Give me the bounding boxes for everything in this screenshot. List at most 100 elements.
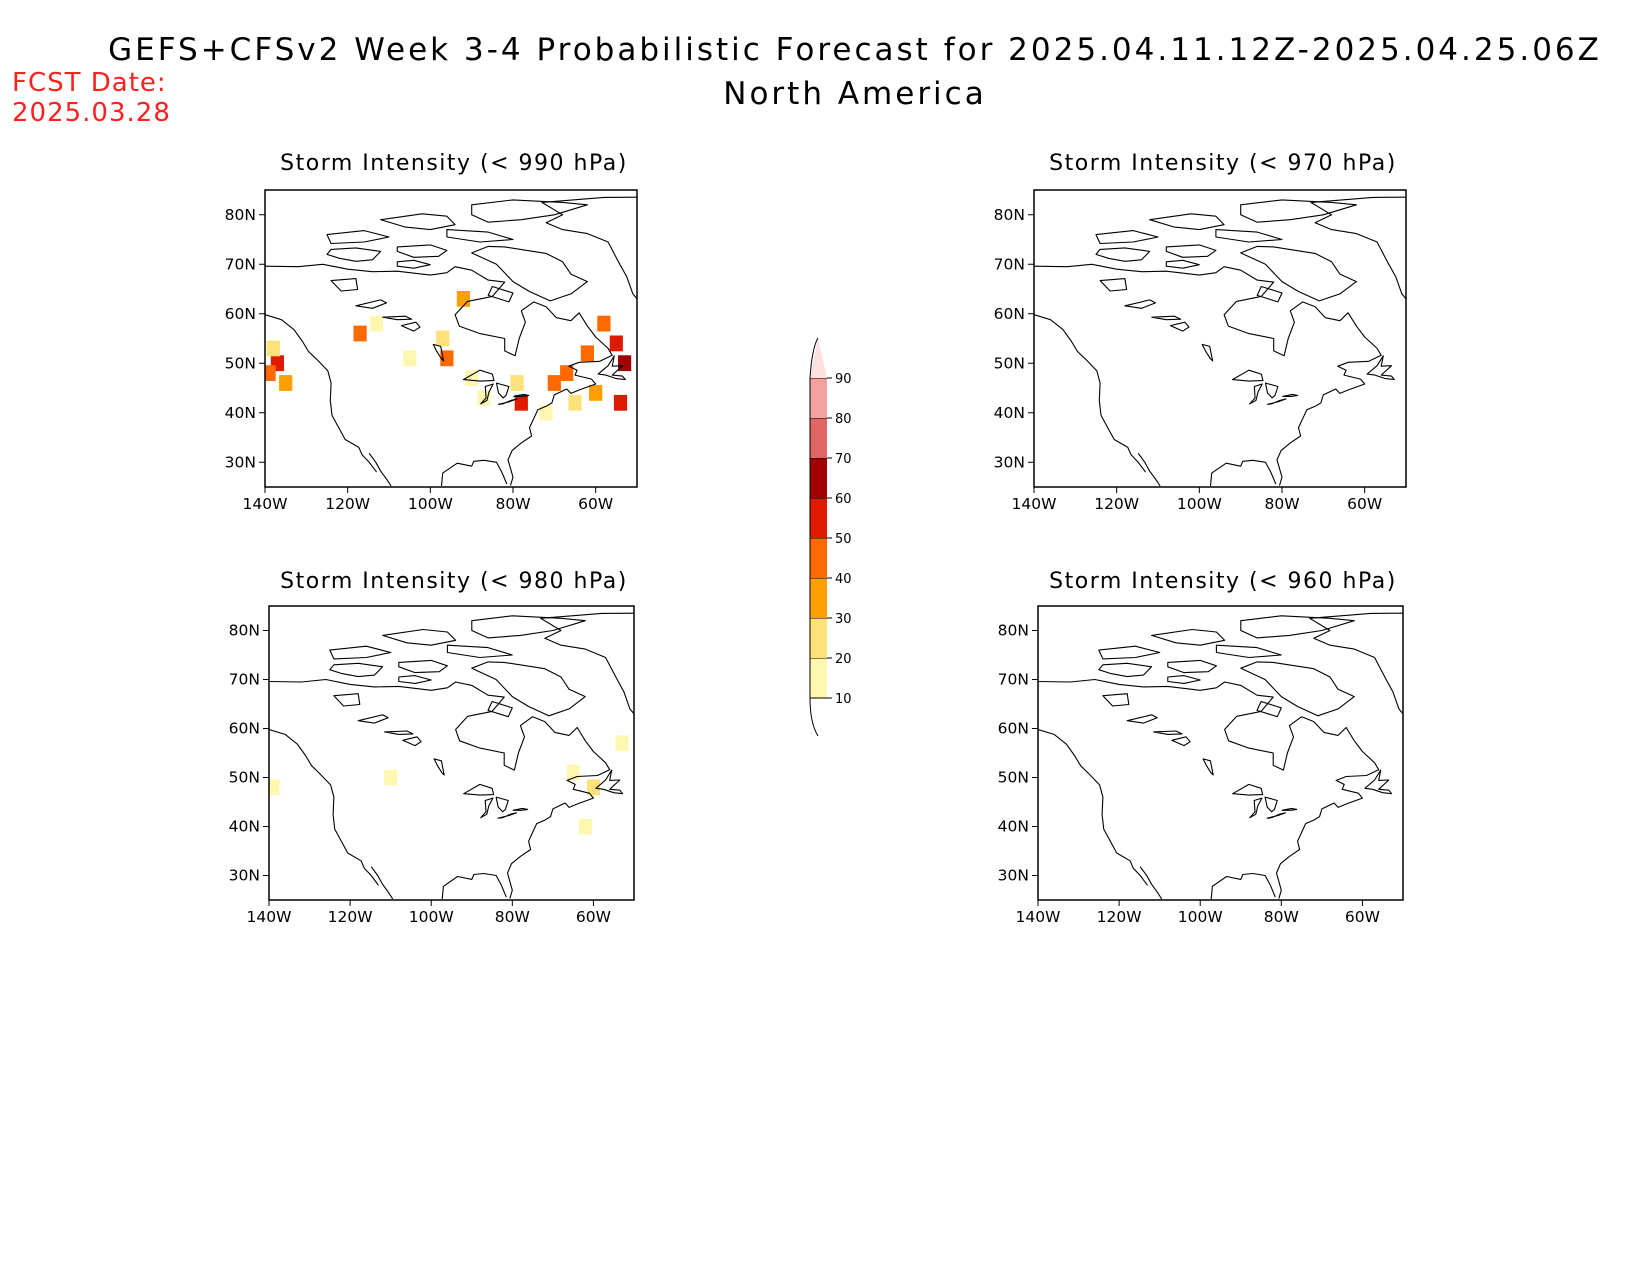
island-outline [1098, 645, 1161, 660]
island-outline [471, 661, 586, 717]
map-panel-3: Storm Intensity (< 980 hPa) 80N 70N 60N 50N 4… [229, 569, 635, 926]
lon-tick-label: 80W [1264, 908, 1299, 926]
lat-tick-label: 30N [998, 867, 1029, 885]
island-outline [382, 628, 457, 646]
probability-cell [403, 350, 417, 367]
island-outline [471, 199, 588, 223]
probability-cell [615, 735, 629, 752]
coastline [1034, 263, 1382, 486]
map-frame [1033, 189, 1407, 488]
island-outline [446, 644, 513, 659]
lon-tick-label: 120W [325, 495, 370, 513]
island-outline [1149, 213, 1225, 231]
coastline [441, 872, 507, 900]
colorbar-segment [810, 458, 827, 498]
lat-tick-label: 50N [225, 354, 256, 372]
island-outline [326, 230, 390, 245]
island-outline [329, 645, 392, 660]
colorbar-segment [810, 378, 827, 418]
lon-tick-label: 60W [576, 908, 611, 926]
island-outline [326, 247, 382, 262]
probability-cell [568, 394, 582, 411]
colorbar: 10 20 30 40 50 60 70 80 90 [809, 337, 852, 737]
lake-outline [1231, 369, 1264, 382]
lon-tick-label: 120W [1097, 908, 1142, 926]
lon-tick-label: 60W [1345, 908, 1380, 926]
lake-outline [512, 807, 529, 811]
lake-outline [1202, 758, 1214, 776]
lake-outline [1266, 812, 1286, 819]
probability-cell [465, 370, 479, 386]
island-outline [1256, 700, 1282, 718]
lake-outline [1126, 714, 1158, 724]
island-outline [396, 259, 431, 269]
lake-outline [1232, 783, 1264, 796]
colorbar-label: 20 [835, 652, 852, 667]
panel-title: Storm Intensity (< 960 hPa) [1049, 569, 1397, 594]
coastline [1034, 314, 1147, 473]
lake-outline [495, 796, 509, 813]
island-outline [595, 769, 624, 795]
lat-tick-label: 70N [994, 255, 1025, 273]
fcst-date-value: 2025.03.28 [12, 98, 171, 128]
lake-outline [1282, 393, 1299, 397]
probability-cell [265, 365, 276, 381]
probability-cell [384, 769, 398, 786]
lake-outline [495, 382, 510, 399]
lake-outline [433, 758, 445, 776]
probability-cell [587, 779, 600, 796]
coastline [1038, 678, 1380, 899]
lake-outline [1201, 343, 1214, 362]
colorbar-label: 30 [835, 612, 852, 627]
lat-tick-label: 30N [994, 453, 1025, 471]
island-outline [1095, 247, 1151, 262]
lat-tick-label: 60N [225, 305, 256, 323]
island-outline [398, 675, 432, 684]
lake-outline [513, 393, 530, 397]
island-outline [1167, 675, 1201, 684]
probability-cell [510, 375, 524, 391]
lake-outline [462, 369, 495, 382]
lat-tick-label: 40N [229, 818, 260, 836]
lat-tick-label: 60N [994, 305, 1025, 323]
colorbar-segment [810, 578, 827, 618]
probability-cell [440, 350, 454, 367]
lake-outline [497, 812, 517, 819]
colorbar-segment [810, 338, 827, 378]
island-outline [541, 196, 637, 300]
lon-tick-label: 60W [1347, 495, 1382, 513]
lon-tick-label: 100W [1177, 495, 1222, 513]
lake-outline [1153, 730, 1183, 735]
lat-tick-label: 60N [229, 720, 260, 738]
lon-tick-label: 80W [1264, 495, 1299, 513]
colorbar-label: 70 [835, 452, 852, 467]
colorbar-label: 60 [835, 492, 852, 507]
lat-tick-label: 80N [225, 206, 256, 224]
map-frame [264, 189, 638, 488]
lake-outline [1171, 736, 1191, 747]
island-outline [1240, 615, 1355, 639]
coastline [440, 459, 508, 487]
island-outline [1256, 285, 1283, 303]
island-outline [1240, 199, 1357, 223]
island-outline [487, 285, 514, 303]
lake-outline [1151, 315, 1182, 321]
probability-cell [269, 779, 280, 796]
lake-outline [497, 398, 518, 405]
island-outline [1215, 229, 1283, 243]
lake-outline [480, 797, 494, 819]
island-outline [471, 245, 588, 302]
probability-cell [279, 375, 293, 391]
colorbar-label: 90 [835, 372, 852, 387]
island-outline [1240, 245, 1357, 302]
island-outline [380, 213, 456, 231]
lake-outline [384, 730, 414, 735]
map-frame [268, 605, 635, 901]
island-outline [487, 700, 513, 718]
lat-tick-label: 50N [998, 769, 1029, 787]
island-outline [1167, 659, 1217, 674]
map-panel-2: Storm Intensity (< 970 hPa) 80N 70N 60N 50N 4… [994, 151, 1407, 513]
island-outline [1215, 644, 1282, 659]
probability-cell [613, 394, 628, 411]
lat-tick-label: 80N [994, 206, 1025, 224]
